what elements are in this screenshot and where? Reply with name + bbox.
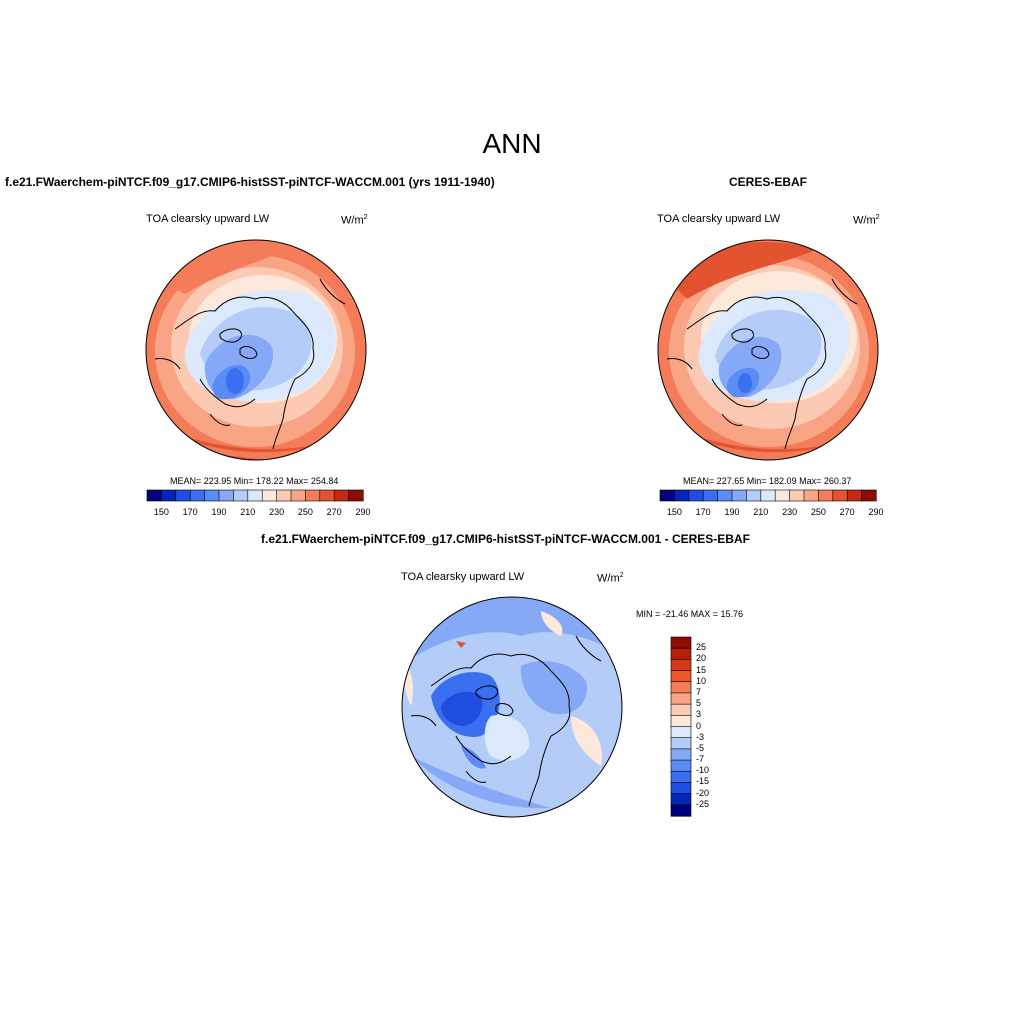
colorbar-swatch: [670, 692, 692, 705]
panel-model-polar-map: [145, 239, 367, 461]
colorbar-tick-label: 25: [696, 642, 707, 653]
colorbar-tick-label: -7: [696, 754, 705, 765]
colorbar-tick-label: 210: [240, 507, 256, 517]
colorbar-swatch: [670, 782, 692, 795]
colorbar-swatch: [189, 489, 206, 502]
colorbar-swatch: [861, 489, 877, 502]
panel-obs-units: W/m2: [853, 214, 880, 227]
colorbar-tick-label: -3: [696, 731, 705, 742]
colorbar-tick-label: 170: [695, 507, 711, 517]
colorbar-swatch: [319, 489, 335, 502]
colorbar-swatch: [670, 726, 692, 739]
colorbar-swatch: [688, 489, 704, 502]
colorbar-tick-label: -20: [696, 787, 710, 798]
colorbar-tick-label: 20: [696, 653, 707, 664]
colorbar-swatch: [175, 489, 191, 502]
colorbar-tick-label: 5: [696, 698, 702, 709]
colorbar-tick-label: 0: [696, 720, 702, 731]
colorbar-swatch: [760, 489, 776, 502]
panel-model-title: f.e21.FWaerchem-piNTCF.f09_g17.CMIP6-his…: [5, 175, 495, 189]
panel-model-units: W/m2: [341, 214, 368, 227]
colorbar-swatch: [290, 489, 306, 502]
colorbar-tick-label: 15: [696, 664, 707, 675]
colorbar-tick-label: 270: [839, 507, 855, 517]
colorbar-swatch: [670, 636, 692, 649]
colorbar-tick-label: 210: [753, 507, 769, 517]
colorbar-swatch: [670, 793, 692, 806]
colorbar-tick-label: -5: [696, 742, 705, 753]
colorbar-tick-label: -10: [696, 765, 710, 776]
colorbar-swatch: [161, 489, 177, 502]
colorbar-swatch: [233, 489, 249, 502]
colorbar-tick-label: 150: [153, 507, 169, 517]
colorbar-swatch: [670, 759, 692, 772]
colorbar-tick-label: 290: [868, 507, 884, 517]
panel-diff-units: W/m2: [597, 572, 624, 585]
colorbar-swatch: [276, 489, 292, 502]
colorbar-swatch: [670, 748, 692, 761]
colorbar-swatch: [803, 489, 819, 502]
colorbar-tick-label: 290: [355, 507, 371, 517]
colorbar-swatch: [670, 715, 692, 728]
colorbar-tick-label: -25: [696, 798, 710, 809]
colorbar-swatch: [670, 770, 692, 784]
panel-model-field-label: TOA clearsky upward LW: [146, 213, 270, 225]
colorbar-swatch: [670, 737, 692, 750]
colorbar-tick-label: 7: [696, 686, 702, 697]
colorbar-tick-label: -15: [696, 776, 710, 787]
colorbar-tick-label: 170: [182, 507, 198, 517]
colorbar-tick-label: 230: [269, 507, 285, 517]
colorbar-swatch: [746, 489, 762, 502]
colorbar-swatch: [789, 489, 805, 502]
colorbar-swatch: [832, 489, 848, 502]
panel-diff-stats: MIN = -21.46 MAX = 15.76: [636, 609, 744, 619]
colorbar-swatch: [146, 489, 162, 502]
panel-model-stats: MEAN= 223.95 Min= 178.22 Max= 254.84: [170, 476, 339, 486]
colorbar-swatch: [717, 489, 733, 502]
colorbar-tick-label: 250: [810, 507, 826, 517]
colorbar-tick-label: 190: [211, 507, 227, 517]
colorbar-swatch: [204, 489, 220, 502]
panel-model-colorbar: [146, 489, 364, 502]
panel-diff-colorbar: [670, 636, 692, 817]
colorbar-swatch: [333, 489, 350, 502]
colorbar-swatch: [670, 703, 692, 716]
panel-obs-field-label: TOA clearsky upward LW: [657, 213, 781, 225]
colorbar-tick-label: 270: [326, 507, 342, 517]
colorbar-swatch: [659, 489, 675, 502]
colorbar-swatch: [846, 489, 863, 502]
colorbar-swatch: [247, 489, 263, 502]
colorbar-swatch: [702, 489, 719, 502]
panel-diff-title: f.e21.FWaerchem-piNTCF.f09_g17.CMIP6-his…: [261, 532, 750, 546]
page-title: ANN: [482, 128, 542, 159]
colorbar-tick-label: 250: [297, 507, 313, 517]
panel-obs-colorbar: [659, 489, 877, 502]
colorbar-swatch: [731, 489, 747, 502]
colorbar-swatch: [670, 659, 692, 672]
colorbar-tick-label: 10: [696, 675, 707, 686]
colorbar-swatch: [670, 681, 692, 694]
colorbar-swatch: [774, 489, 791, 502]
colorbar-swatch: [670, 670, 692, 683]
panel-diff-polar-map: [401, 596, 623, 818]
panel-obs-polar-map: [657, 239, 879, 461]
colorbar-tick-label: 230: [782, 507, 798, 517]
colorbar-swatch: [670, 804, 692, 817]
colorbar-swatch: [261, 489, 278, 502]
colorbar-swatch: [670, 647, 692, 660]
panel-diff-field-label: TOA clearsky upward LW: [401, 571, 525, 583]
colorbar-swatch: [218, 489, 234, 502]
colorbar-swatch: [305, 489, 321, 502]
panel-obs-stats: MEAN= 227.65 Min= 182.09 Max= 260.37: [683, 476, 852, 486]
panel-obs-title: CERES-EBAF: [729, 175, 808, 189]
colorbar-tick-label: 190: [724, 507, 740, 517]
colorbar-swatch: [818, 489, 834, 502]
colorbar-tick-label: 3: [696, 709, 702, 720]
colorbar-swatch: [348, 489, 364, 502]
colorbar-swatch: [674, 489, 690, 502]
colorbar-tick-label: 150: [666, 507, 682, 517]
